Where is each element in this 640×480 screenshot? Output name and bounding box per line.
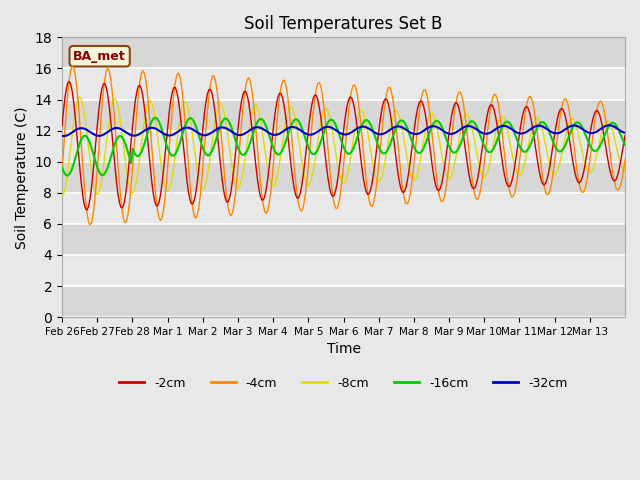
Bar	[62, 162, 625, 193]
Bar	[62, 224, 625, 255]
X-axis label: Time: Time	[326, 342, 360, 357]
Bar	[62, 99, 625, 131]
Bar	[62, 37, 625, 69]
Legend: -2cm, -4cm, -8cm, -16cm, -32cm: -2cm, -4cm, -8cm, -16cm, -32cm	[115, 372, 573, 395]
Bar	[62, 286, 625, 317]
Y-axis label: Soil Temperature (C): Soil Temperature (C)	[15, 106, 29, 249]
Text: BA_met: BA_met	[74, 50, 126, 63]
Title: Soil Temperatures Set B: Soil Temperatures Set B	[244, 15, 443, 33]
